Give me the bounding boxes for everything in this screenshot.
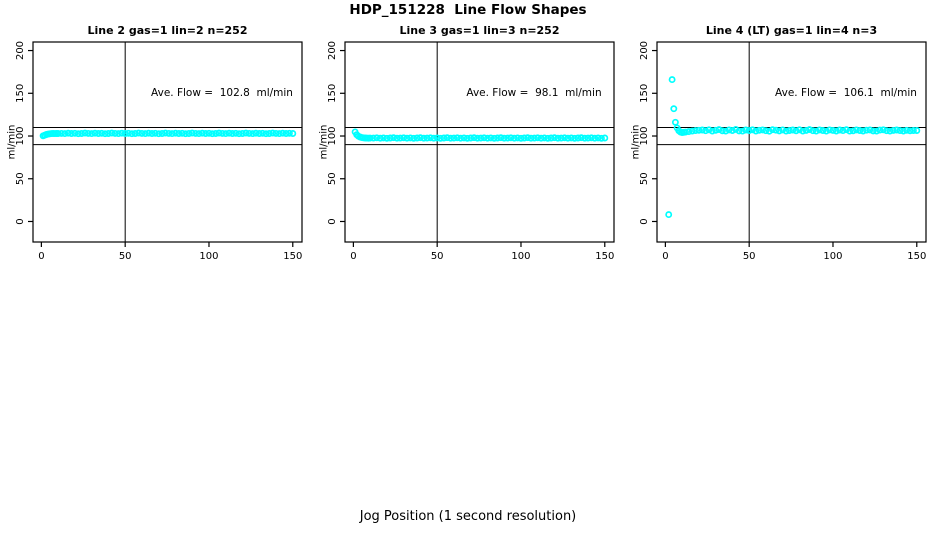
- x-tick-label: 100: [823, 251, 842, 262]
- panel-line2: Line 2 gas=1 lin=2 n=252 ml/min Ave. Flo…: [0, 0, 312, 270]
- y-tick-label: 200: [327, 41, 338, 60]
- y-tick-label: 200: [15, 41, 26, 60]
- x-tick-label: 50: [743, 251, 756, 262]
- data-points: [39, 129, 297, 140]
- y-tick-label: 50: [639, 172, 650, 185]
- panel-line4-plot: 0 50 100 150 0 50 100 150 200: [639, 41, 927, 262]
- x-tick-label: 50: [119, 251, 132, 262]
- y-tick-label: 200: [639, 41, 650, 60]
- panel-line3-plot: 0 50 100 150 0 50 100 150 200: [327, 41, 615, 262]
- y-tick-label: 100: [639, 126, 650, 145]
- panel-line2-title: Line 2 gas=1 lin=2 n=252: [87, 24, 248, 37]
- reference-lines: [657, 42, 926, 242]
- y-tick-label: 150: [639, 84, 650, 103]
- x-tick-label: 0: [38, 251, 44, 262]
- axes: 0 50 100 150 0 50 100 150 200: [327, 41, 615, 262]
- panel-line4-ave-flow-label: Ave. Flow = 106.1 ml/min: [775, 87, 917, 99]
- panel-line3-title: Line 3 gas=1 lin=3 n=252: [399, 24, 560, 37]
- reference-lines: [33, 42, 302, 242]
- y-tick-label: 100: [327, 126, 338, 145]
- y-tick-label: 100: [15, 126, 26, 145]
- y-tick-label: 0: [15, 218, 26, 224]
- figure-xlabel: Jog Position (1 second resolution): [359, 509, 577, 524]
- data-points: [351, 128, 609, 142]
- figure-title: HDP_151228 Line Flow Shapes: [349, 2, 587, 18]
- panel-line3: Line 3 gas=1 lin=3 n=252 ml/min Ave. Flo…: [312, 0, 624, 270]
- panel-line3-ave-flow-label: Ave. Flow = 98.1 ml/min: [466, 87, 602, 99]
- panel-line4: Line 4 (LT) gas=1 lin=4 n=3 ml/min Ave. …: [624, 0, 936, 270]
- panel-line2-ave-flow-label: Ave. Flow = 102.8 ml/min: [151, 87, 293, 99]
- x-tick-label: 0: [350, 251, 356, 262]
- x-tick-label: 150: [907, 251, 926, 262]
- plot-box: [32, 41, 303, 243]
- x-tick-label: 150: [283, 251, 302, 262]
- axes: 0 50 100 150 0 50 100 150 200: [15, 41, 303, 262]
- panel-line4-title: Line 4 (LT) gas=1 lin=4 n=3: [705, 24, 878, 37]
- x-tick-label: 100: [199, 251, 218, 262]
- plot-box: [344, 41, 615, 243]
- y-tick-label: 50: [15, 172, 26, 185]
- data-points: [665, 76, 921, 219]
- axes: 0 50 100 150 0 50 100 150 200: [639, 41, 927, 262]
- x-tick-label: 150: [595, 251, 614, 262]
- reference-lines: [345, 42, 614, 242]
- y-tick-label: 150: [15, 84, 26, 103]
- y-tick-label: 50: [327, 172, 338, 185]
- x-tick-label: 50: [431, 251, 444, 262]
- y-tick-label: 0: [327, 218, 338, 224]
- y-tick-label: 150: [327, 84, 338, 103]
- x-tick-label: 100: [511, 251, 530, 262]
- panel-line2-plot: 0 50 100 150 0 50 100 150 200: [15, 41, 303, 262]
- plot-box: [656, 41, 927, 243]
- x-tick-label: 0: [662, 251, 668, 262]
- y-tick-label: 0: [639, 218, 650, 224]
